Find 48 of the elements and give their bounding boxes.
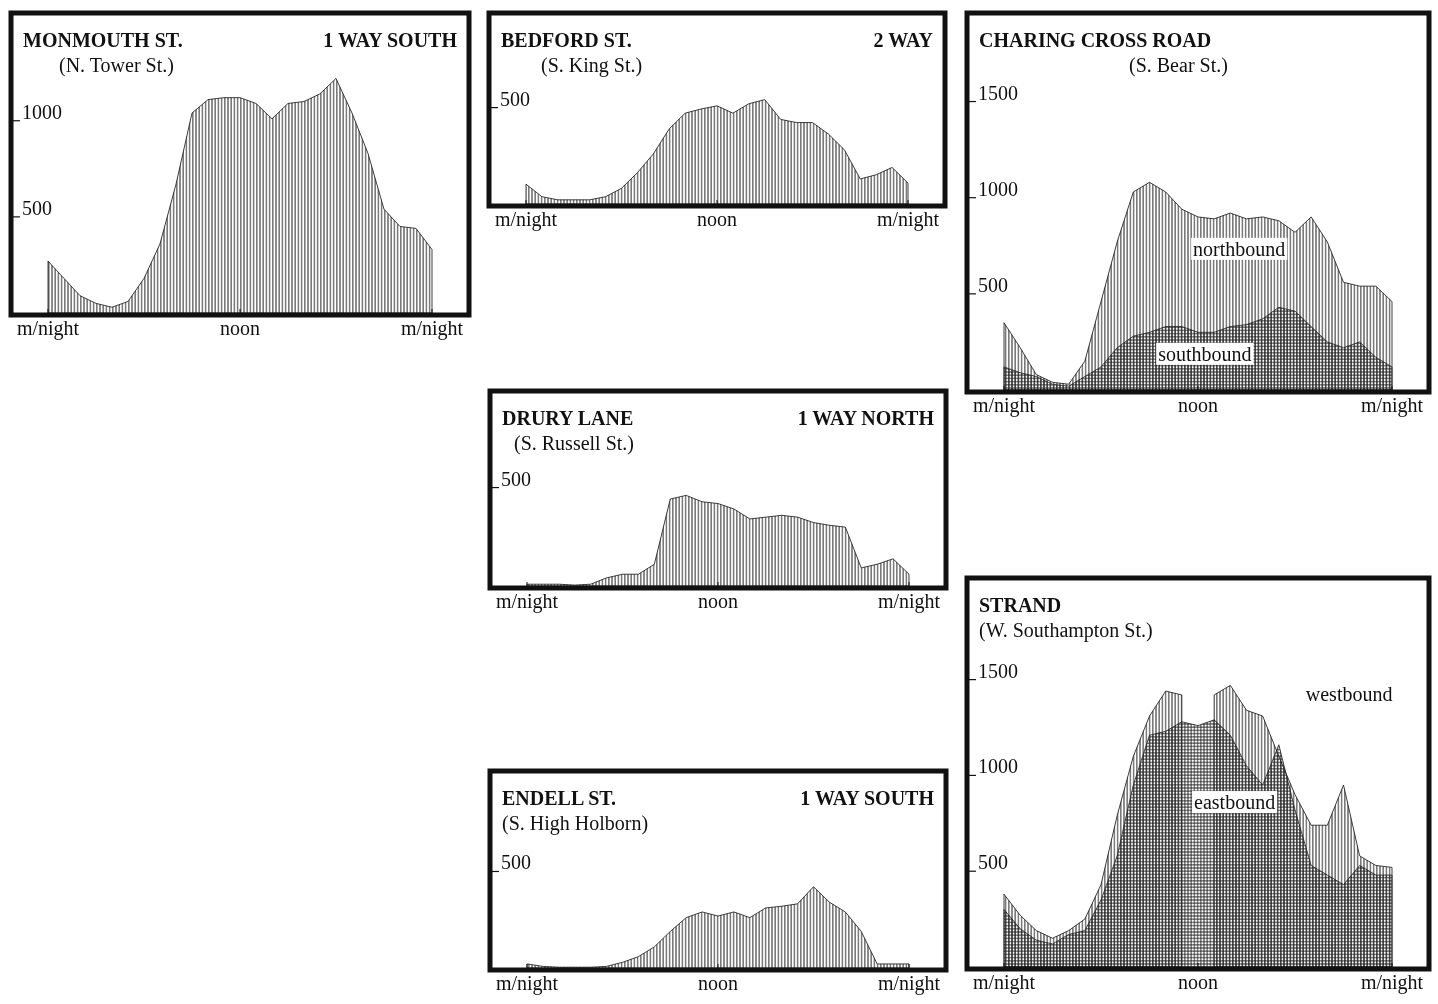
x-tick-label: m/night [494,208,558,231]
text: westbound [1305,682,1393,705]
text: (S. Bear St.) [1129,54,1228,77]
chart-subtitle: (S. High Holborn) [502,812,649,835]
text: 1 WAY SOUTH [800,787,935,809]
annotation: 500 [500,87,530,110]
x-tick-label: m/night [400,317,464,340]
x-tick-label: noon [698,590,738,612]
y-tick-label: 500 [978,273,1008,296]
x-tick-label: m/night [876,208,940,231]
series-label: eastbound [1194,791,1276,814]
y-tick-label: 1000 [978,177,1018,200]
text: (W. Southampton St.) [979,619,1153,642]
text: CHARING CROSS ROAD [979,29,1212,51]
text: 500 [501,851,531,874]
x-tick-label: noon [1178,394,1218,416]
x-tick-label: noon [697,208,737,230]
chart-title: BEDFORD ST. [501,29,632,51]
chart-subtitle: (S. King St.) [541,54,643,77]
y-tick-label: 1000 [978,755,1018,778]
chart-title: ENDELL ST. [502,787,617,809]
text: 1 WAY NORTH [797,407,935,429]
series-label: northbound [1193,237,1286,260]
chart-subtitle: (S. Russell St.) [514,432,635,455]
y-tick-label: 1500 [978,81,1018,104]
x-tick-label: m/night [972,971,1036,994]
x-tick-label: m/night [1360,394,1424,417]
text: 500 [501,467,531,490]
text: STRAND [979,594,1062,616]
x-tick-label: noon [220,317,260,339]
chart-title: DRURY LANE [502,407,634,429]
annotation: 1 WAY SOUTH [323,29,458,51]
x-tick-label: m/night [1360,971,1424,994]
x-tick-label: m/night [495,972,559,995]
x-tick-label: m/night [495,590,559,613]
text: 2 WAY [873,29,934,51]
x-tick-label: noon [698,972,738,994]
x-tick-label: m/night [877,590,941,613]
x-tick-label: m/night [877,972,941,995]
text: MONMOUTH ST. [23,29,183,51]
x-tick-label: m/night [972,394,1036,417]
x-tick-label: noon [1178,971,1218,993]
series-label: southbound [1158,342,1252,365]
y-tick-label: 1000 [22,100,62,123]
x-tick-label: m/night [16,317,80,340]
y-tick-label: 1500 [978,659,1018,682]
text: (N. Tower St.) [59,54,174,77]
y-tick-label: 500 [978,851,1008,874]
